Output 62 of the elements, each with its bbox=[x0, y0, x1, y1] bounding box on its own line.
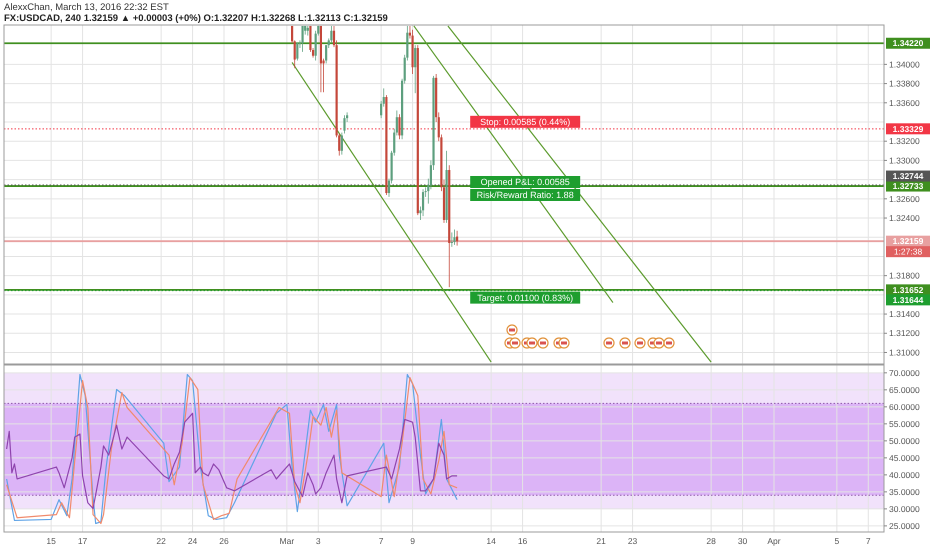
ref-line-label: 1.32744 bbox=[892, 171, 924, 182]
y-tick-label: 1.33600 bbox=[889, 98, 920, 108]
x-tick-label: Apr bbox=[767, 536, 781, 546]
y-tick-label: 1.33000 bbox=[889, 155, 920, 166]
annotation: Risk/Reward Ratio: 1.88 bbox=[476, 190, 574, 200]
x-tick-label: 28 bbox=[706, 536, 716, 546]
candlestick bbox=[450, 232, 453, 248]
candlestick bbox=[453, 229, 456, 246]
y-tick-label: 1.31400 bbox=[889, 309, 920, 320]
y-tick-label: 35.0000 bbox=[889, 486, 920, 497]
y-tick-label: 55.0000 bbox=[889, 418, 920, 429]
candlestick bbox=[414, 44, 416, 94]
ref-line-label: 1.31652 bbox=[892, 284, 924, 295]
x-tick-label: 9 bbox=[410, 536, 416, 546]
ref-line-label: 1.32159 bbox=[892, 236, 924, 246]
x-tick-label: 21 bbox=[596, 536, 606, 546]
y-tick-label: 65.0000 bbox=[889, 384, 920, 395]
annotation: Target: 0.01100 (0.83%) bbox=[477, 292, 574, 303]
y-tick-label: 70.0000 bbox=[889, 368, 920, 378]
x-tick-label: 22 bbox=[156, 536, 166, 546]
ref-line-label: 1.34220 bbox=[892, 38, 924, 48]
text: 1:27:38 bbox=[894, 246, 922, 257]
candlestick bbox=[306, 26, 309, 36]
y-tick-label: 1.33800 bbox=[889, 78, 920, 89]
y-tick-label: 25.0000 bbox=[889, 520, 920, 531]
chart-subtitle: FX:USDCAD, 240 1.32159 ▲ +0.00003 (+0%) O:1.32207 H:1.32268 L:1.32113 C:1.32159 bbox=[4, 13, 388, 24]
x-tick-label: 7 bbox=[866, 536, 871, 546]
x-tick-label: 3 bbox=[316, 536, 321, 546]
x-tick-label: 23 bbox=[628, 536, 638, 546]
x-tick-label: 30 bbox=[738, 536, 748, 546]
x-tick-label: 5 bbox=[834, 536, 840, 546]
y-tick-label: 1.31200 bbox=[889, 328, 920, 338]
y-tick-label: 1.33200 bbox=[889, 136, 920, 146]
x-tick-label: 24 bbox=[188, 536, 198, 546]
x-tick-label: 16 bbox=[518, 536, 528, 546]
candlestick bbox=[398, 114, 401, 140]
y-tick-label: 30.0000 bbox=[889, 504, 920, 514]
x-tick-label: 7 bbox=[378, 536, 384, 546]
x-tick-label: 26 bbox=[219, 536, 229, 546]
y-tick-label: 1.34000 bbox=[889, 59, 920, 70]
x-tick-label: Mar bbox=[280, 536, 294, 546]
y-tick-label: 50.0000 bbox=[889, 436, 920, 446]
x-tick-label: 15 bbox=[46, 536, 56, 546]
ref-line-label: 1.32733 bbox=[892, 181, 924, 192]
y-tick-label: 1.31000 bbox=[889, 347, 920, 358]
y-tick-label: 1.32600 bbox=[889, 194, 920, 204]
ref-line-label: 1.31644 bbox=[892, 294, 924, 305]
x-tick-label: 17 bbox=[78, 536, 88, 546]
y-tick-label: 60.0000 bbox=[889, 402, 920, 412]
y-tick-label: 1.31800 bbox=[889, 270, 920, 281]
candlestick bbox=[296, 42, 298, 61]
annotation: Opened P&L: 0.00585 bbox=[480, 177, 570, 188]
y-tick-label: 1.32400 bbox=[889, 213, 920, 224]
candlestick bbox=[422, 188, 424, 217]
chart-title: AlexxChan, March 13, 2016 22:32 EST bbox=[4, 2, 169, 13]
candlestick bbox=[314, 30, 317, 61]
y-tick-label: 40.0000 bbox=[889, 470, 920, 480]
y-tick-label: 45.0000 bbox=[889, 452, 920, 463]
ref-line-label: 1.33329 bbox=[892, 124, 924, 134]
x-tick-label: 14 bbox=[486, 536, 496, 546]
line-series bbox=[6, 412, 458, 510]
annotation: Stop: 0.00585 (0.44%) bbox=[480, 116, 570, 127]
